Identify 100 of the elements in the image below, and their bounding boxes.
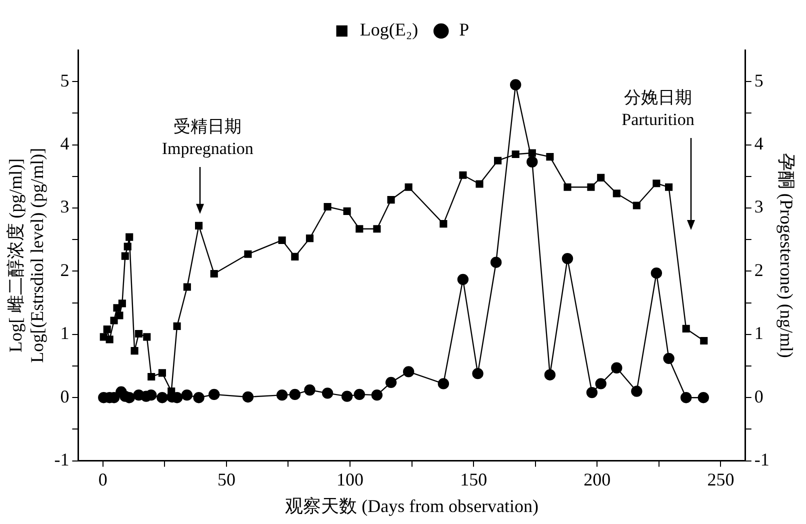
point xyxy=(631,386,642,397)
point xyxy=(562,252,574,264)
y-tick-label: 1 xyxy=(60,323,70,344)
x-tick-label: 0 xyxy=(98,469,108,490)
point xyxy=(663,352,674,364)
y2-tick-label: 0 xyxy=(754,386,764,406)
point xyxy=(244,250,252,258)
point xyxy=(373,225,381,233)
point xyxy=(195,222,203,230)
x-tick-label: 50 xyxy=(217,469,236,490)
point xyxy=(158,369,166,377)
point xyxy=(597,174,605,182)
point xyxy=(385,376,397,388)
point xyxy=(126,233,134,241)
point xyxy=(322,388,334,399)
point xyxy=(476,180,484,188)
y2-axis-title: 孕酮 (Progesterone) (ng/ml) xyxy=(776,152,796,358)
point xyxy=(173,322,181,330)
point xyxy=(124,242,132,250)
point xyxy=(106,336,114,344)
point xyxy=(148,372,156,381)
legend-label: P xyxy=(459,20,470,40)
x-axis-title: 观察天数 (Days from observation) xyxy=(285,496,539,516)
point xyxy=(544,369,556,380)
point xyxy=(700,336,708,344)
annotation: 分娩日期 Parturition xyxy=(622,86,694,131)
point xyxy=(116,312,124,320)
point xyxy=(564,183,572,191)
point xyxy=(490,256,502,268)
point xyxy=(440,220,448,228)
point xyxy=(113,304,121,312)
point xyxy=(650,267,662,279)
point xyxy=(595,378,606,390)
point xyxy=(438,378,450,390)
y2-tick-label: 1 xyxy=(754,323,764,344)
x-tick-label: 150 xyxy=(460,469,488,490)
point xyxy=(110,316,118,324)
point xyxy=(354,388,366,400)
point xyxy=(143,333,151,341)
point xyxy=(103,326,111,334)
y-tick-label: 0 xyxy=(60,386,70,406)
point xyxy=(665,183,673,191)
y-axis-title: Log[ 雌二醇浓度 (pg/ml)] Log[(Estrsdiol level) (pg/ml)] xyxy=(6,148,48,363)
x-tick-label: 200 xyxy=(584,469,611,490)
point xyxy=(371,389,383,401)
y2-tick-label: -1 xyxy=(754,450,770,470)
point xyxy=(652,180,660,188)
point xyxy=(457,274,469,286)
point xyxy=(546,153,554,161)
x-tick-label: 250 xyxy=(707,469,734,490)
point xyxy=(306,234,314,242)
point xyxy=(289,388,301,400)
point xyxy=(587,183,595,191)
y2-tick-label: 2 xyxy=(754,260,764,280)
point xyxy=(611,362,622,374)
point xyxy=(278,236,286,244)
point xyxy=(343,207,351,215)
point xyxy=(528,149,536,157)
point xyxy=(510,79,522,90)
point xyxy=(193,392,204,404)
point xyxy=(612,190,620,198)
point xyxy=(242,391,254,403)
y-tick-label: 3 xyxy=(60,196,70,217)
point xyxy=(402,366,414,378)
point xyxy=(304,384,316,396)
point xyxy=(459,171,467,179)
point xyxy=(512,150,520,158)
point xyxy=(356,225,364,233)
point xyxy=(183,283,191,291)
point xyxy=(632,202,640,210)
point xyxy=(526,156,538,168)
y-tick-label: 2 xyxy=(60,260,70,280)
point xyxy=(586,386,598,398)
x-tick-label: 100 xyxy=(336,469,364,490)
point xyxy=(156,392,168,404)
y-tick-label: -1 xyxy=(54,450,70,470)
point xyxy=(121,252,129,260)
point xyxy=(130,347,138,355)
legend-label: Log(E₂) xyxy=(360,20,418,40)
point xyxy=(276,389,288,401)
point xyxy=(324,202,332,211)
y2-tick-label: 5 xyxy=(754,70,764,90)
point xyxy=(341,390,353,402)
point xyxy=(134,330,143,338)
y-tick-label: 4 xyxy=(60,134,70,154)
y2-tick-label: 4 xyxy=(754,134,764,154)
point xyxy=(387,196,395,204)
point xyxy=(210,270,218,278)
y2-tick-label: 3 xyxy=(754,196,764,217)
point xyxy=(291,252,299,260)
point xyxy=(682,324,690,332)
point xyxy=(494,156,502,164)
point xyxy=(118,300,126,308)
point xyxy=(472,368,484,380)
y-tick-label: 5 xyxy=(60,70,70,90)
point xyxy=(208,388,220,400)
annotation: 受精日期 Impregnation xyxy=(162,116,254,160)
point xyxy=(698,392,709,404)
point xyxy=(680,392,692,404)
point xyxy=(404,183,412,191)
